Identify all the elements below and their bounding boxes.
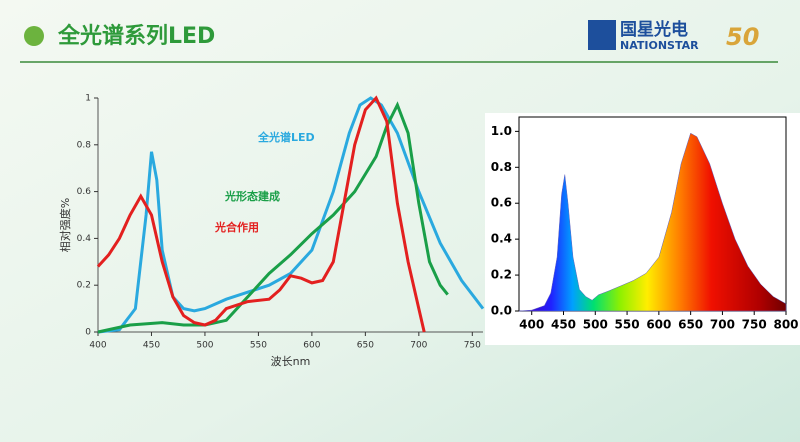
- x-tick-label: 750: [464, 341, 481, 351]
- y-tick-label: 0.2: [77, 281, 91, 291]
- logo-cn: 国星光电: [620, 19, 688, 40]
- y-tick-label: 0.6: [491, 196, 512, 210]
- x-tick-label: 800: [773, 318, 798, 332]
- x-tick-label: 650: [357, 341, 374, 351]
- x-tick-label: 550: [615, 318, 640, 332]
- y-axis-label: 相对强度%: [58, 198, 72, 252]
- y-tick-label: 1.0: [491, 124, 512, 138]
- x-tick-label: 500: [583, 318, 608, 332]
- y-tick-label: 0.4: [491, 232, 512, 246]
- x-tick-label: 700: [410, 341, 427, 351]
- x-tick-label: 600: [646, 318, 671, 332]
- y-tick-label: 0.6: [77, 187, 92, 197]
- y-tick-label: 1: [85, 94, 91, 104]
- series-label: 光合作用: [214, 220, 259, 234]
- y-tick-label: 0.0: [491, 304, 512, 318]
- y-tick-label: 0.8: [491, 160, 512, 174]
- x-tick-label: 450: [143, 341, 160, 351]
- x-tick-label: 600: [303, 341, 320, 351]
- x-tick-label: 550: [250, 341, 267, 351]
- y-tick-label: 0.2: [491, 268, 512, 282]
- logo-en: NATIONSTAR: [620, 39, 699, 52]
- y-tick-label: 0: [85, 328, 91, 338]
- x-tick-label: 400: [89, 341, 106, 351]
- x-tick-label: 500: [196, 341, 213, 351]
- logo-num: 50: [726, 23, 759, 51]
- spectrum-area: [518, 132, 787, 312]
- slide-title: 全光谱系列LED: [57, 23, 215, 49]
- series-line: [96, 95, 426, 333]
- series-label: 光形态建成: [224, 189, 280, 203]
- y-tick-label: 0.4: [77, 234, 92, 244]
- x-tick-label: 450: [551, 318, 576, 332]
- x-tick-label: 750: [742, 318, 767, 332]
- x-axis-label: 波长nm: [271, 355, 311, 368]
- x-tick-label: 400: [519, 318, 544, 332]
- y-tick-label: 0.8: [77, 140, 92, 150]
- x-tick-label: 650: [678, 318, 703, 332]
- bullet: [24, 26, 44, 46]
- series-line: [97, 101, 449, 334]
- series-label: 全光谱LED: [257, 130, 315, 144]
- logo-mark: [588, 20, 616, 50]
- x-tick-label: 700: [710, 318, 735, 332]
- series-line: [97, 96, 485, 334]
